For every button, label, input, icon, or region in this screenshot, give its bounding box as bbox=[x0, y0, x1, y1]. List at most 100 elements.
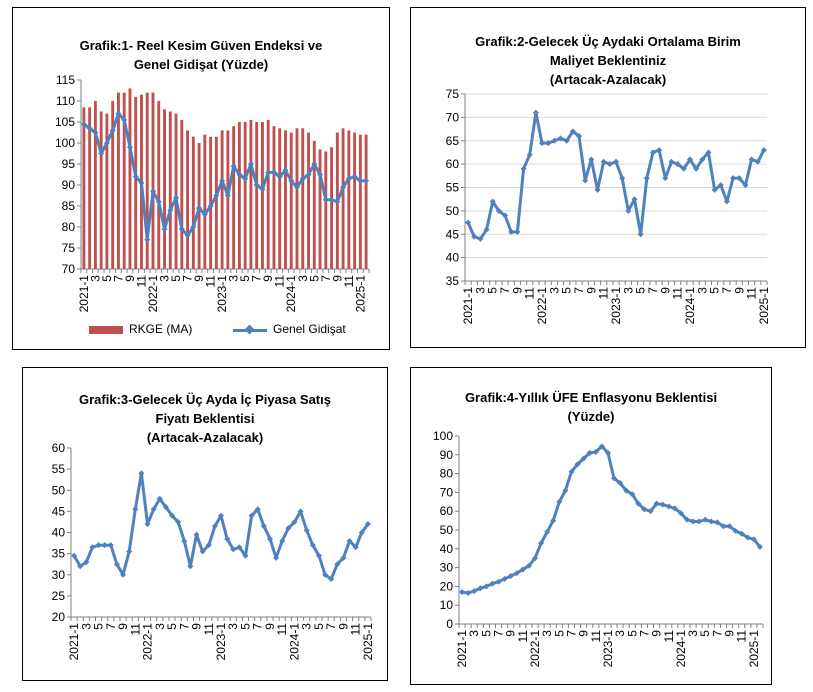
x-tick-label: 5 bbox=[634, 287, 648, 294]
y-tick-label: 100 bbox=[55, 136, 75, 150]
bar bbox=[284, 130, 287, 269]
data-point bbox=[311, 161, 318, 167]
x-tick-label: 9 bbox=[261, 275, 275, 282]
x-tick-label: 2022-1 bbox=[528, 630, 542, 668]
data-point bbox=[576, 133, 583, 140]
data-point bbox=[175, 518, 182, 525]
x-tick-label: 3 bbox=[613, 630, 627, 637]
bar bbox=[295, 128, 299, 269]
data-point bbox=[483, 226, 490, 233]
x-tick-label: 2025-1 bbox=[353, 275, 367, 313]
bar bbox=[145, 92, 149, 269]
data-point bbox=[532, 109, 539, 116]
data-point bbox=[230, 163, 237, 170]
data-point bbox=[551, 137, 558, 144]
x-tick-label: 7 bbox=[177, 623, 191, 630]
bar bbox=[324, 151, 328, 269]
data-point bbox=[207, 203, 214, 209]
legend-label-rkge: RKGE (MA) bbox=[129, 322, 193, 336]
data-point bbox=[556, 498, 563, 505]
y-tick-label: 65 bbox=[446, 134, 460, 148]
data-point bbox=[242, 175, 249, 182]
x-tick-label: 5 bbox=[165, 623, 179, 630]
y-tick-label: 25 bbox=[52, 589, 66, 603]
data-point bbox=[364, 521, 371, 528]
bar bbox=[278, 128, 282, 269]
data-point bbox=[334, 198, 341, 205]
data-point bbox=[717, 182, 724, 189]
x-tick-label: 11 bbox=[134, 275, 148, 288]
x-tick-label: 7 bbox=[250, 275, 264, 282]
x-tick-label: 7 bbox=[104, 623, 118, 630]
data-point bbox=[178, 226, 185, 233]
data-point bbox=[357, 177, 364, 184]
data-point bbox=[489, 198, 496, 205]
x-tick-label: 9 bbox=[658, 287, 672, 294]
x-tick-label: 9 bbox=[190, 623, 204, 630]
data-point bbox=[95, 542, 102, 549]
data-point bbox=[260, 523, 267, 530]
data-point bbox=[236, 544, 243, 551]
data-point bbox=[132, 506, 139, 513]
data-point bbox=[138, 470, 145, 477]
data-point bbox=[582, 177, 589, 184]
data-point bbox=[144, 236, 151, 243]
data-point bbox=[693, 165, 700, 172]
data-point bbox=[699, 156, 706, 163]
data-point bbox=[334, 561, 341, 568]
data-point bbox=[501, 575, 508, 582]
bar bbox=[134, 96, 138, 269]
data-point bbox=[641, 506, 648, 513]
bar bbox=[226, 130, 230, 269]
x-tick-label: 5 bbox=[486, 287, 500, 294]
series-line bbox=[83, 112, 367, 242]
data-point bbox=[680, 165, 687, 172]
x-tick-label: 3 bbox=[540, 630, 554, 637]
x-tick-label: 2023-1 bbox=[609, 287, 623, 325]
data-point bbox=[557, 135, 564, 142]
bar bbox=[214, 136, 218, 269]
data-point bbox=[629, 491, 636, 498]
x-tick-label: 2022-1 bbox=[141, 623, 155, 661]
x-tick-label: 7 bbox=[111, 275, 125, 282]
data-point bbox=[459, 589, 466, 596]
data-point bbox=[299, 175, 306, 182]
data-point bbox=[205, 542, 212, 549]
x-tick-label: 3 bbox=[158, 275, 172, 282]
data-point bbox=[184, 232, 191, 239]
data-point bbox=[744, 534, 751, 541]
data-point bbox=[684, 516, 690, 523]
chart-2-title-line: Maliyet Beklentiniz bbox=[549, 53, 667, 68]
x-tick-label: 9 bbox=[263, 623, 277, 630]
bar bbox=[341, 128, 345, 269]
bar bbox=[301, 128, 305, 269]
data-point bbox=[756, 543, 763, 550]
y-tick-label: 75 bbox=[446, 87, 460, 101]
bar bbox=[168, 111, 172, 269]
data-point bbox=[266, 535, 273, 542]
y-tick-label: 45 bbox=[52, 504, 66, 518]
data-point bbox=[113, 561, 120, 568]
data-point bbox=[742, 182, 749, 189]
bar bbox=[272, 126, 276, 269]
x-tick-label: 2023-1 bbox=[215, 275, 229, 313]
data-point bbox=[690, 518, 697, 525]
legend-label-genel-gidisat: Genel Gidişat bbox=[273, 322, 346, 336]
data-point bbox=[580, 455, 587, 462]
data-point bbox=[101, 542, 108, 549]
bar bbox=[266, 119, 270, 270]
bar bbox=[353, 132, 357, 269]
data-point bbox=[544, 528, 551, 535]
data-point bbox=[218, 512, 224, 519]
data-point bbox=[760, 147, 767, 154]
y-tick-label: 30 bbox=[52, 568, 66, 582]
data-point bbox=[569, 128, 576, 135]
x-tick-label: 11 bbox=[273, 275, 287, 288]
x-tick-label: 11 bbox=[516, 630, 530, 643]
data-point bbox=[322, 196, 329, 203]
data-point bbox=[92, 129, 99, 136]
legend-line-swatch bbox=[233, 324, 268, 335]
data-point bbox=[562, 487, 569, 494]
data-point bbox=[126, 548, 133, 555]
data-point bbox=[686, 156, 693, 163]
